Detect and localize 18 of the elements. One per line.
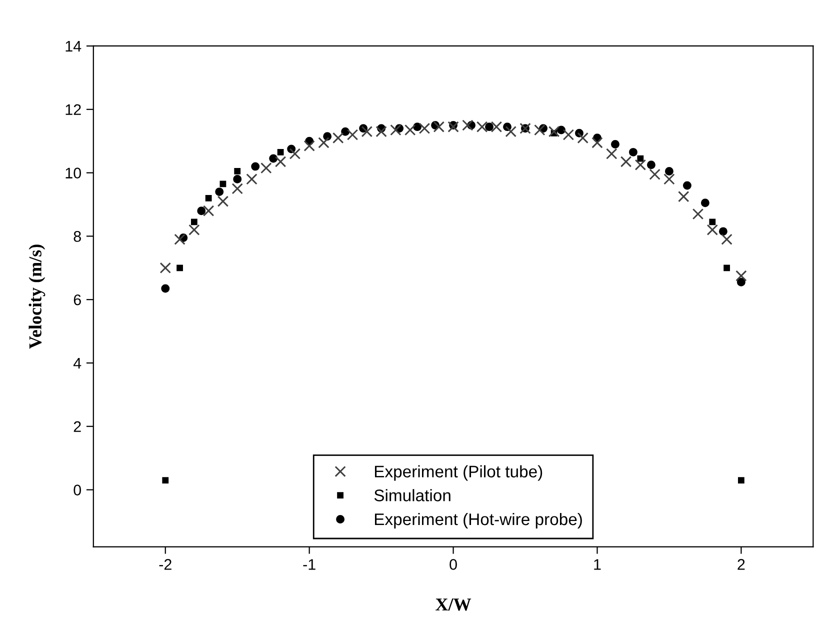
y-tick-label: 4 xyxy=(73,358,82,369)
y-tick-label: 12 xyxy=(66,104,81,115)
y-tick-label: 2 xyxy=(74,421,81,432)
legend-label: Experiment (Pilot tube) xyxy=(374,465,542,481)
x-tick-label: 1 xyxy=(594,559,601,570)
legend-label: Simulation xyxy=(374,489,450,502)
legend-label: Experiment (Hot-wire probe) xyxy=(374,512,582,529)
x-tick-label: 2 xyxy=(738,559,745,570)
y-tick-label: 6 xyxy=(74,294,81,306)
y-tick-label: 10 xyxy=(66,168,82,178)
y-tick-label: 0 xyxy=(74,484,82,496)
y-tick-label: 14 xyxy=(66,41,82,52)
x-tick-label: -1 xyxy=(303,559,316,570)
y-axis-title: Velocity (m/s) xyxy=(28,244,46,349)
x-tick-label: 0 xyxy=(450,559,457,570)
x-tick-label: -2 xyxy=(159,559,172,570)
y-tick-label: 8 xyxy=(74,231,81,242)
x-axis-title: X/W xyxy=(436,598,472,611)
